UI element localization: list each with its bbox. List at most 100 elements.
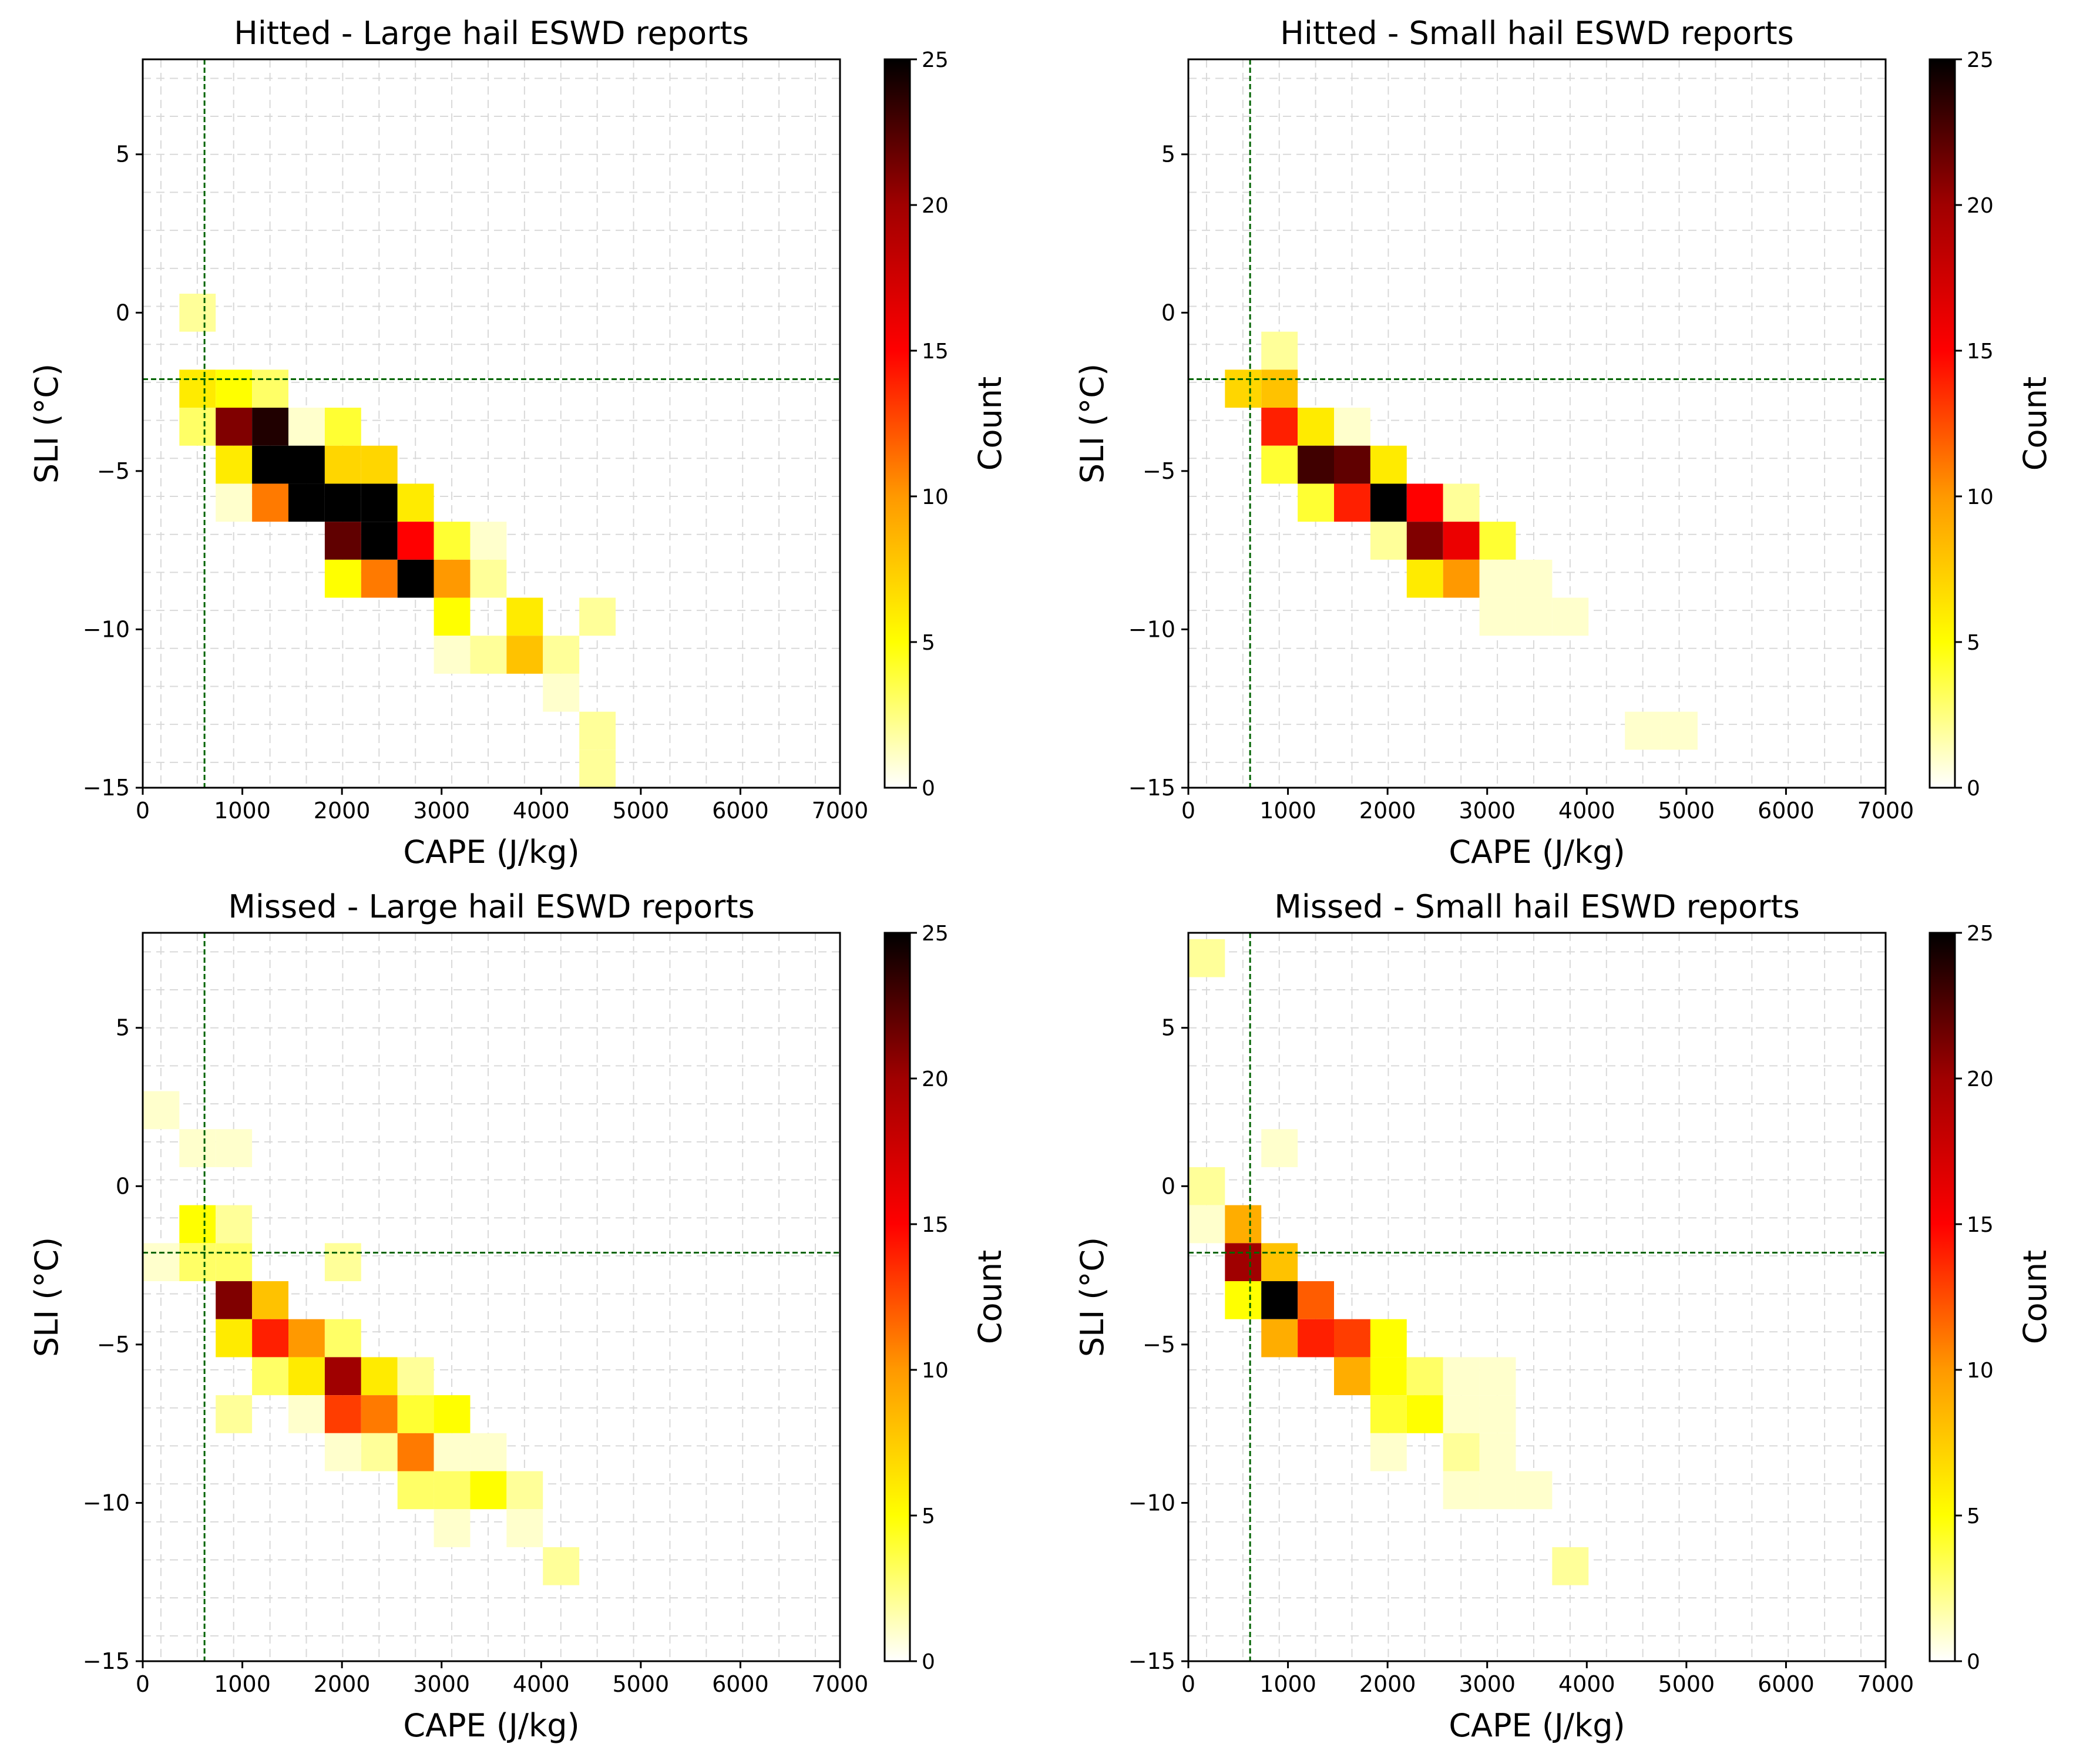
heatmap-cell xyxy=(1188,939,1225,977)
heatmap-cell xyxy=(1479,1471,1516,1510)
x-tick-label: 6000 xyxy=(1758,1671,1815,1697)
x-axis-label: CAPE (J/kg) xyxy=(1449,1707,1625,1744)
x-tick-label: 7000 xyxy=(812,1671,869,1697)
heatmap-cell xyxy=(434,1395,471,1433)
colorbar-gradient xyxy=(883,58,911,789)
heatmap-cell xyxy=(1225,369,1262,408)
heatmap-cell xyxy=(1552,597,1589,636)
x-tick-label: 0 xyxy=(136,1671,150,1697)
heatmap-cell xyxy=(1188,1205,1225,1244)
colorbar-tick-label: 0 xyxy=(1967,1650,1980,1674)
heatmap-cell xyxy=(506,636,543,674)
heatmap-cell xyxy=(288,445,325,484)
heatmap-cell xyxy=(361,559,398,598)
x-axis-label: CAPE (J/kg) xyxy=(1449,834,1625,871)
heatmap-cell xyxy=(1225,1205,1262,1244)
heatmap-cell xyxy=(434,597,471,636)
y-tick-label: −15 xyxy=(83,1648,130,1674)
colorbar-tick-label: 0 xyxy=(922,777,935,801)
heatmap-cell xyxy=(216,445,253,484)
colorbar-gradient xyxy=(1928,58,1956,789)
heatmap-cell xyxy=(579,750,616,788)
heatmap-cell xyxy=(506,1509,543,1547)
heatmap-cell xyxy=(1225,1243,1262,1282)
x-tick-label: 4000 xyxy=(513,1671,570,1697)
heatmap-cell xyxy=(1661,711,1698,750)
heatmap-cell xyxy=(216,1129,253,1167)
x-tick-label: 1000 xyxy=(1259,1671,1316,1697)
heatmap-cell xyxy=(1370,1319,1407,1358)
heatmap-cell xyxy=(397,483,434,522)
x-tick-label: 6000 xyxy=(1758,798,1815,824)
heatmap-cell xyxy=(506,1471,543,1510)
x-tick-label: 0 xyxy=(136,798,150,824)
colorbar-label: Count xyxy=(972,377,1009,471)
colorbar-tick-label: 10 xyxy=(922,1359,949,1383)
heatmap-cell xyxy=(1261,408,1298,446)
heatmap-cell xyxy=(252,369,288,408)
x-tick-label: 5000 xyxy=(612,1671,669,1697)
y-axis-label: SLI (°C) xyxy=(1074,1237,1111,1357)
heatmap-cell xyxy=(216,1319,253,1358)
heatmap-cell xyxy=(1188,1167,1225,1205)
heatmap-cell xyxy=(1333,483,1370,522)
heatmap-cell xyxy=(1406,483,1443,522)
heatmap-cell xyxy=(1261,331,1298,370)
colorbar-tick-label: 25 xyxy=(922,922,949,946)
x-tick-label: 3000 xyxy=(413,798,470,824)
x-tick-label: 5000 xyxy=(1658,1671,1715,1697)
colorbar-tick-label: 5 xyxy=(922,631,935,655)
heatmap-cell xyxy=(1333,445,1370,484)
heatmap-cell xyxy=(1261,445,1298,484)
y-tick-label: −10 xyxy=(83,1490,130,1516)
heatmap-cell xyxy=(470,636,507,674)
x-tick-label: 4000 xyxy=(1558,1671,1615,1697)
heatmap-cell xyxy=(1298,483,1334,522)
y-tick-label: −5 xyxy=(1143,1332,1175,1358)
heatmap-cell xyxy=(179,293,216,332)
heatmap-cell xyxy=(1625,711,1662,750)
heatmap-cell xyxy=(397,1395,434,1433)
y-tick-label: 0 xyxy=(1161,300,1175,325)
chart-panel-3: 0 1000 2000 3000 4000 5000 6000 7000 −15 −10 −5 0 5 M… xyxy=(28,888,1009,1744)
y-axis-label: SLI (°C) xyxy=(28,364,65,483)
y-tick-label: −5 xyxy=(97,1332,130,1358)
colorbar-tick-label: 10 xyxy=(1967,1359,1994,1383)
y-tick-label: 0 xyxy=(1161,1173,1175,1199)
heatmap-cell xyxy=(1479,1357,1516,1396)
x-tick-label: 1000 xyxy=(214,798,271,824)
colorbar-gradient xyxy=(883,932,911,1662)
heatmap-cell xyxy=(434,636,471,674)
y-tick-label: −15 xyxy=(83,775,130,801)
heatmap-cell xyxy=(361,1433,398,1471)
heatmap-cell xyxy=(252,408,288,446)
colorbar-label: Count xyxy=(972,1250,1009,1344)
colorbar: 0 5 10 15 20 25 Count xyxy=(883,922,1009,1674)
heatmap-cell xyxy=(216,1281,253,1319)
plot-frame xyxy=(1187,58,1887,789)
x-tick-label: 3000 xyxy=(1459,798,1516,824)
heatmap-cell xyxy=(252,445,288,484)
y-tick-label: −10 xyxy=(1128,1490,1175,1516)
heatmap-cell xyxy=(1516,559,1553,598)
heatmap-cells xyxy=(1188,939,1589,1585)
heatmap-cell xyxy=(324,559,361,598)
heatmap-cell xyxy=(288,1395,325,1433)
heatmap-cell xyxy=(1406,559,1443,598)
y-tick-label: −10 xyxy=(1128,616,1175,642)
chart-title: Missed - Small hail ESWD reports xyxy=(1274,888,1799,925)
y-axis-label: SLI (°C) xyxy=(28,1237,65,1357)
x-tick-label: 0 xyxy=(1181,798,1195,824)
heatmap-cell xyxy=(1443,1433,1480,1471)
heatmap-cell xyxy=(1298,408,1334,446)
x-tick-label: 1000 xyxy=(214,1671,271,1697)
heatmap-cell xyxy=(1479,559,1516,598)
x-axis-label: CAPE (J/kg) xyxy=(403,834,579,871)
heatmap-cell xyxy=(543,1547,580,1585)
chart-panel-4: 0 1000 2000 3000 4000 5000 6000 7000 −15 −10 −5 0 5 M… xyxy=(1074,888,2054,1744)
y-tick-label: 0 xyxy=(116,300,130,325)
heatmap-cell xyxy=(179,1205,216,1244)
heatmap-cell xyxy=(252,1357,288,1396)
x-tick-label: 6000 xyxy=(712,1671,769,1697)
x-tick-label: 6000 xyxy=(712,798,769,824)
